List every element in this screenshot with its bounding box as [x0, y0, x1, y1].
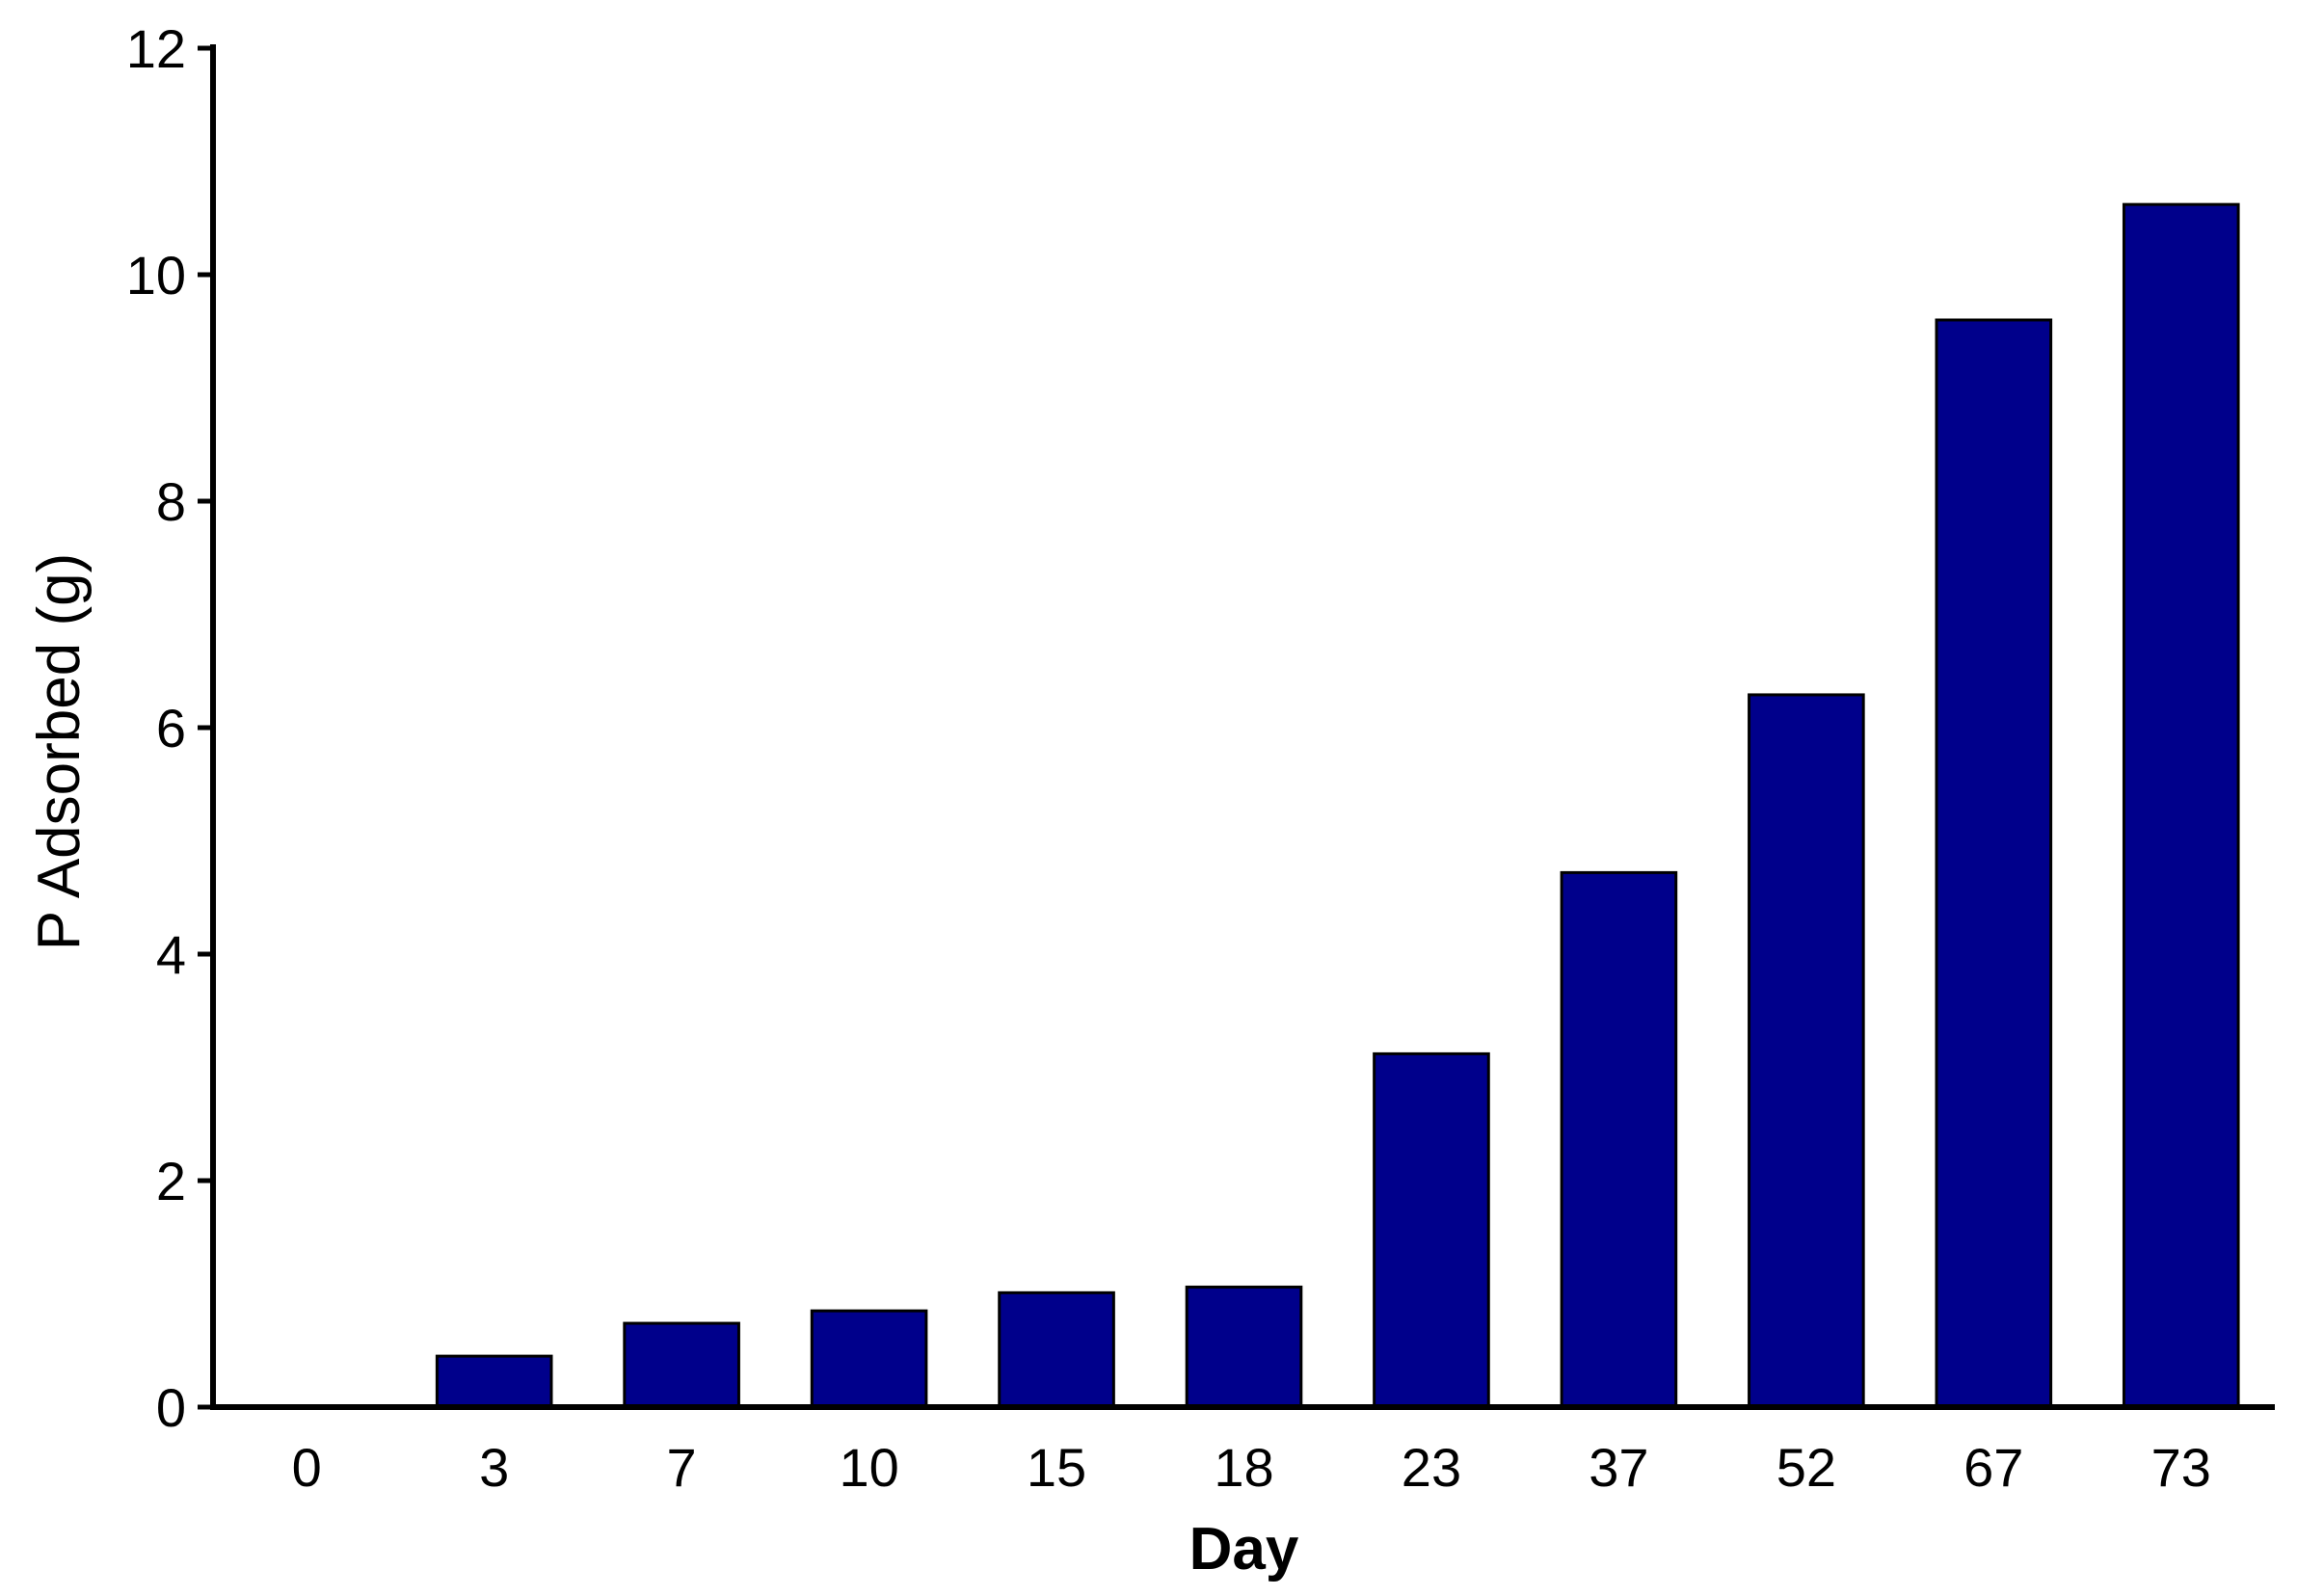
x-ticks: 0 3 7 10 15 18 23 37 52 67 73 — [292, 1437, 2211, 1498]
bar — [1748, 693, 1865, 1409]
x-tick-label: 0 — [292, 1437, 322, 1498]
x-tick-label: 37 — [1589, 1437, 1648, 1498]
bar — [623, 1321, 740, 1409]
bar — [1185, 1285, 1303, 1409]
y-tick-label: 8 — [156, 471, 186, 532]
bar — [1935, 318, 2053, 1409]
x-tick-label: 10 — [839, 1437, 898, 1498]
x-tick-label: 7 — [667, 1437, 697, 1498]
y-tick-label: 10 — [126, 245, 186, 306]
x-tick-label: 52 — [1776, 1437, 1836, 1498]
y-ticks: 0 2 4 6 8 10 12 — [126, 18, 213, 1438]
bar — [810, 1309, 928, 1409]
y-axis-title: P Adsorbed (g) — [26, 553, 93, 950]
x-tick-label: 23 — [1402, 1437, 1461, 1498]
y-tick-label: 0 — [156, 1377, 186, 1438]
x-tick-label: 3 — [479, 1437, 509, 1498]
y-tick-label: 4 — [156, 924, 186, 985]
y-tick-label: 2 — [156, 1151, 186, 1211]
bar — [1560, 870, 1678, 1409]
y-tick-label: 12 — [126, 18, 186, 79]
x-tick-label: 67 — [1963, 1437, 2023, 1498]
bar — [435, 1354, 553, 1409]
y-tick-label: 6 — [156, 698, 186, 758]
x-axis-title: Day — [1189, 1516, 1299, 1583]
bar — [1373, 1051, 1490, 1409]
x-tick-label: 73 — [2151, 1437, 2211, 1498]
bar — [998, 1290, 1115, 1409]
x-tick-label: 18 — [1214, 1437, 1273, 1498]
bar — [2122, 202, 2240, 1409]
bars-layer — [435, 202, 2240, 1409]
x-tick-label: 15 — [1027, 1437, 1086, 1498]
